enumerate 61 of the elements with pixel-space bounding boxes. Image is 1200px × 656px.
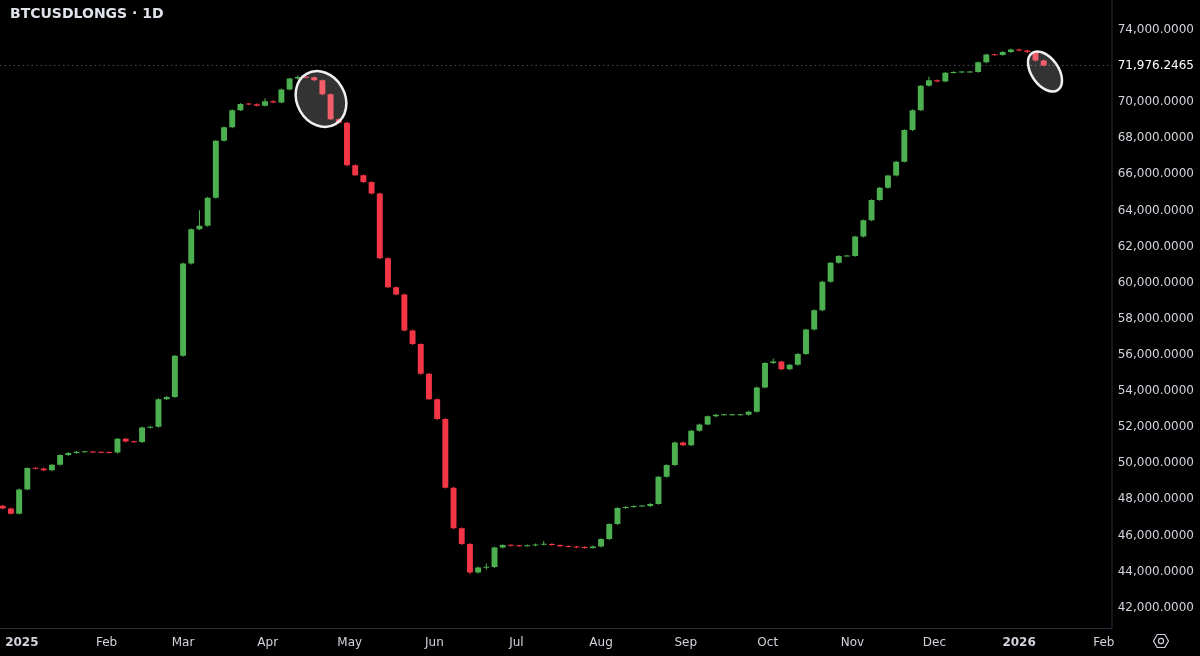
y-tick-label: 64,000.0000 — [1117, 202, 1194, 217]
x-tick-label: 2025 — [5, 635, 39, 649]
x-tick-label: Nov — [840, 635, 865, 649]
candlestick — [253, 103, 260, 107]
candlestick — [565, 545, 572, 548]
x-tick-label: Aug — [589, 635, 613, 649]
y-tick-label: 74,000.0000 — [1117, 21, 1194, 36]
x-tick-label: 2026 — [1002, 635, 1036, 649]
candlestick — [57, 454, 64, 466]
y-tick-label: 50,000.0000 — [1117, 455, 1194, 470]
candlestick — [835, 255, 842, 264]
candlestick — [598, 538, 605, 548]
y-tick-label: 42,000.0000 — [1117, 599, 1194, 614]
candlestick — [540, 540, 547, 546]
candlestick — [335, 118, 342, 124]
candlestick — [368, 181, 375, 195]
candlestick — [475, 566, 482, 574]
y-tick-label: 60,000.0000 — [1117, 274, 1194, 289]
chart-title: BTCUSDLONGS · 1D — [10, 5, 164, 21]
y-tick-label: 48,000.0000 — [1117, 491, 1194, 506]
x-tick-label: Mar — [171, 635, 195, 649]
x-tick-label: Jul — [508, 635, 524, 649]
candlestick — [483, 563, 490, 570]
candlestick — [975, 61, 982, 73]
candlestick — [1007, 48, 1014, 53]
candlestick — [680, 441, 686, 447]
x-tick-label: Jun — [424, 635, 444, 649]
candlestick — [7, 507, 14, 515]
candlestick — [581, 546, 588, 549]
candlestick — [811, 309, 818, 331]
x-tick-label: Apr — [257, 635, 279, 649]
candlestick — [499, 544, 506, 549]
candlestick — [294, 75, 301, 80]
candlestick — [860, 219, 867, 238]
candlestick — [40, 467, 47, 472]
candlestick — [262, 98, 268, 107]
x-tick-label: Sep — [674, 635, 698, 649]
candlestick — [925, 76, 932, 87]
ref-line-label: 71,976.2465 — [1117, 58, 1194, 73]
y-tick-label: 52,000.0000 — [1117, 419, 1194, 434]
y-tick-label: 62,000.0000 — [1117, 238, 1194, 253]
y-tick-label: 44,000.0000 — [1117, 563, 1194, 578]
candlestick — [221, 126, 227, 142]
candlestick — [696, 423, 703, 432]
y-tick-label: 70,000.0000 — [1117, 94, 1194, 109]
x-tick-label: Dec — [922, 635, 947, 649]
y-tick-label: 58,000.0000 — [1117, 310, 1194, 325]
candlestick — [1016, 48, 1023, 52]
candlestick — [999, 51, 1006, 56]
x-tick-label: Feb — [95, 635, 118, 649]
y-tick-label: 66,000.0000 — [1117, 166, 1194, 181]
x-tick-label: May — [337, 635, 363, 649]
x-tick-label: Feb — [1093, 635, 1115, 649]
x-tick-label: Oct — [757, 635, 779, 649]
candlestick — [507, 544, 514, 547]
y-tick-label: 68,000.0000 — [1117, 130, 1194, 145]
y-tick-label: 56,000.0000 — [1117, 346, 1194, 361]
y-tick-label: 54,000.0000 — [1117, 383, 1194, 398]
y-tick-label: 46,000.0000 — [1117, 527, 1194, 542]
candlestick — [122, 437, 129, 443]
candlestick — [360, 174, 367, 183]
